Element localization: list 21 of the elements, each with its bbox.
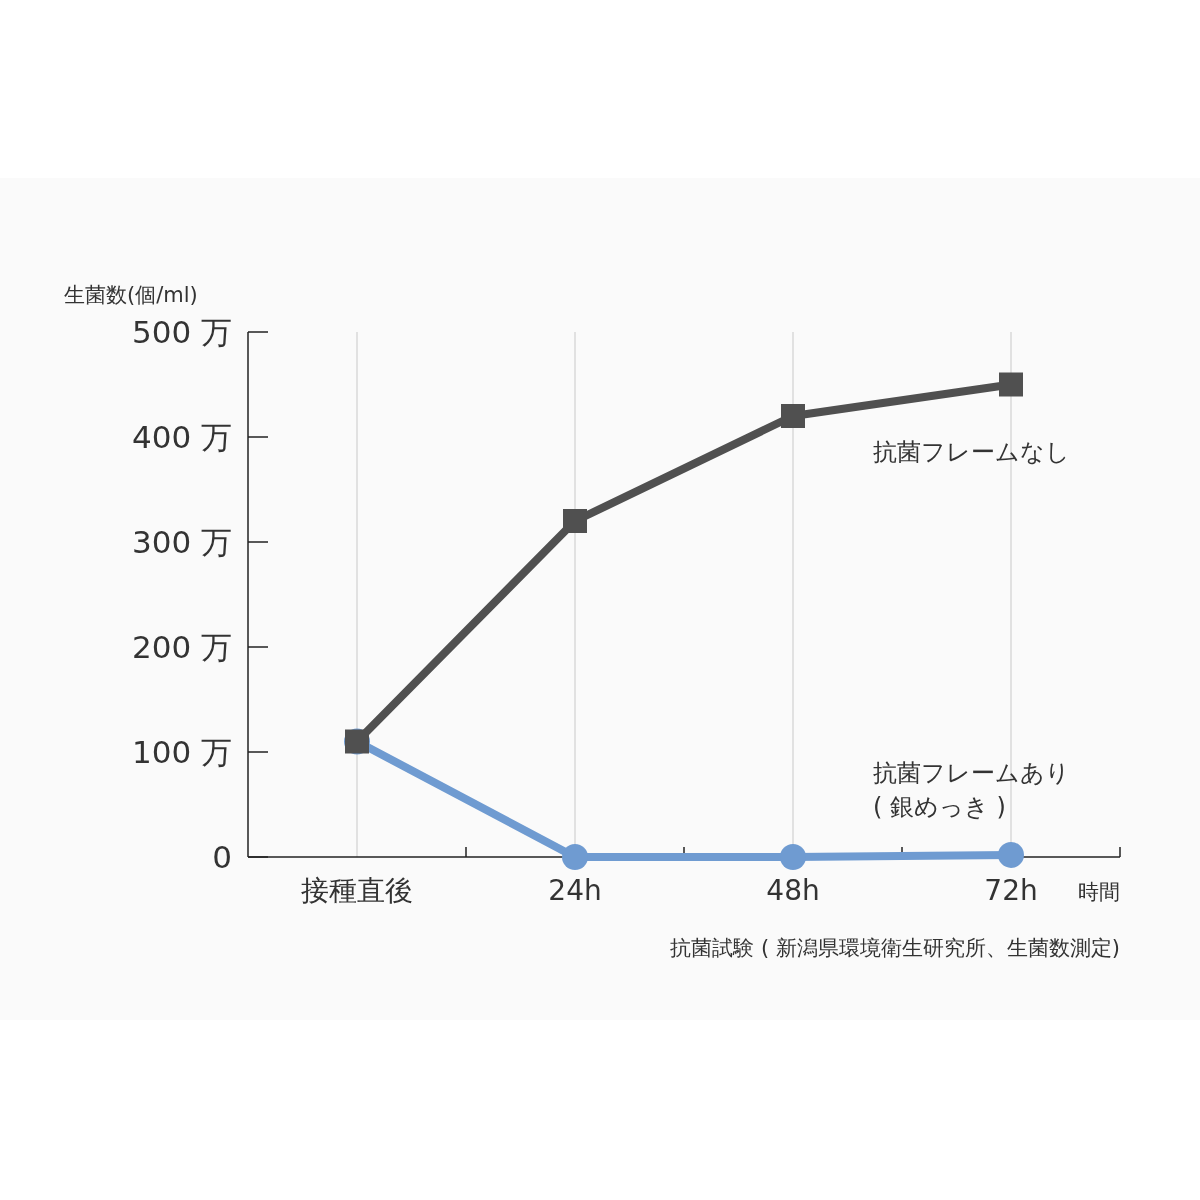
y-tick-label: 500 万 <box>131 313 232 350</box>
point <box>780 844 806 870</box>
x-tick-label: 接種直後 <box>301 874 413 907</box>
series-label: 抗菌フレームあり ( 銀めっき ) <box>873 758 1070 821</box>
x-tick-label: 24h <box>548 874 602 907</box>
point <box>998 841 1024 868</box>
point <box>999 372 1023 397</box>
x-tick-label: 72h <box>984 874 1038 907</box>
series-label: 抗菌フレームなし <box>873 437 1070 466</box>
x-tick-label: 48h <box>766 874 820 907</box>
y-tick-label: 0 <box>212 838 232 875</box>
text: 抗菌試験 ( 新潟県環境衛生研究所、生菌数測定) <box>670 936 1120 960</box>
x-axis-title: 時間 <box>1078 880 1120 904</box>
point <box>562 844 588 870</box>
y-tick-label: 400 万 <box>131 418 232 455</box>
y-tick-label: 100 万 <box>131 733 232 770</box>
point <box>781 404 805 428</box>
point <box>563 509 587 533</box>
y-tick-label: 200 万 <box>131 628 232 665</box>
y-axis-title: 生菌数(個/ml) <box>64 283 198 307</box>
y-tick-label: 300 万 <box>131 523 232 560</box>
